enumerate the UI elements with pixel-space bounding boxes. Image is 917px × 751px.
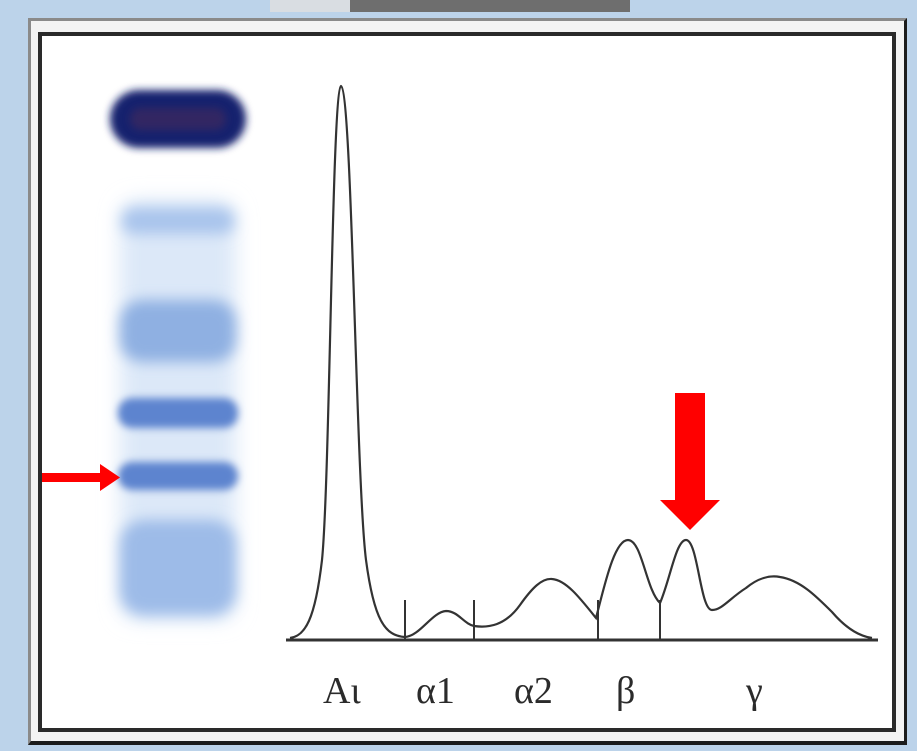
label-albumin: Aι — [323, 670, 361, 712]
window-tab-dark — [350, 0, 630, 12]
gel-band-beta2 — [118, 462, 238, 490]
label-alpha1: α1 — [416, 670, 455, 712]
label-alpha2: α2 — [514, 670, 553, 712]
gel-band-beta1 — [118, 398, 238, 428]
gel-band-gamma — [120, 520, 236, 615]
fraction-dividers — [404, 600, 661, 640]
densitometry-trace — [289, 84, 873, 640]
gel-band-alpha1 — [122, 208, 234, 234]
gel-band-alpha2 — [120, 300, 236, 362]
label-gamma: γ — [746, 670, 763, 712]
gel-lane — [110, 90, 246, 620]
arrow-right-icon — [42, 464, 120, 491]
window-tab-light — [270, 0, 350, 12]
arrow-down-icon — [660, 393, 720, 530]
label-beta: β — [616, 670, 636, 712]
gel-band-albumin-core — [130, 108, 226, 130]
